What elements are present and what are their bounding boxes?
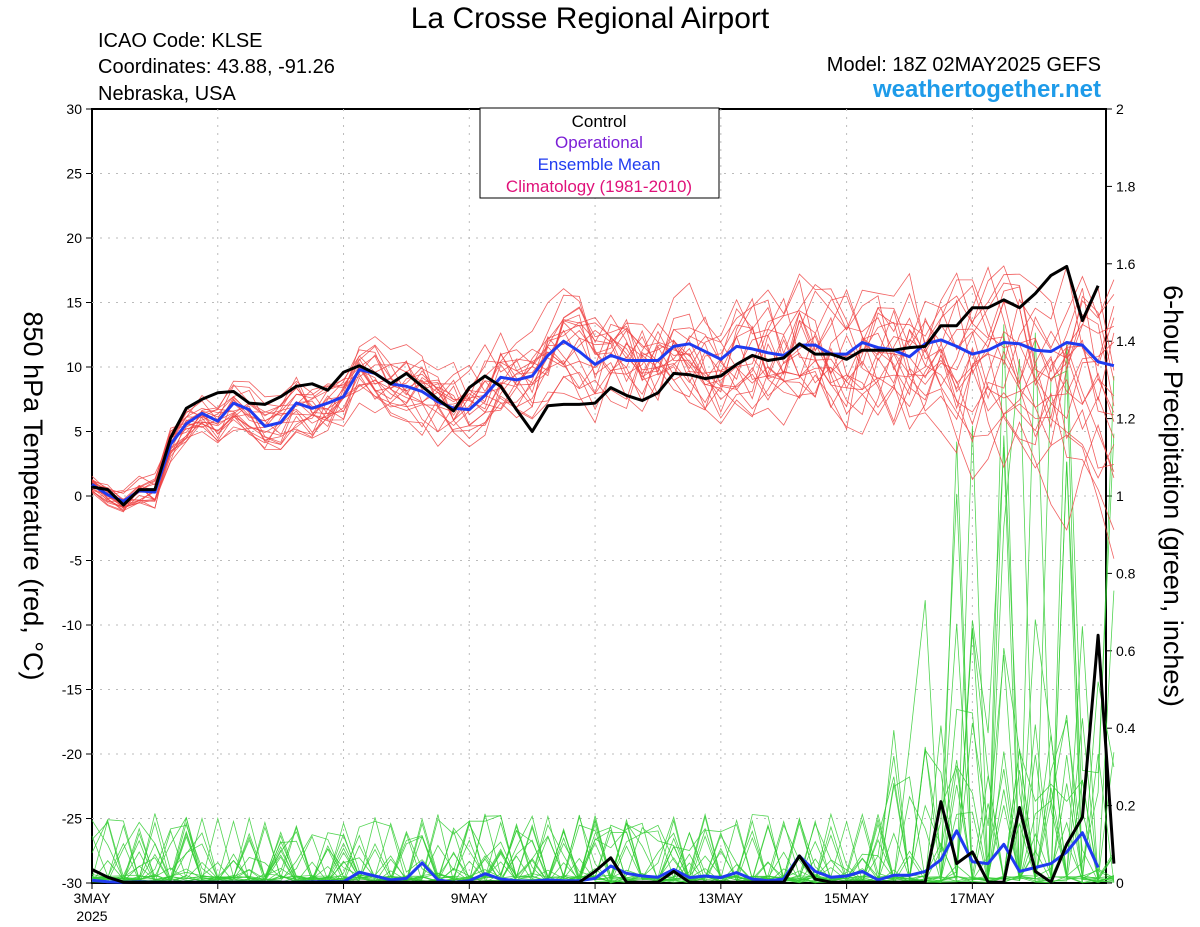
precip-member-line	[91, 718, 1114, 884]
temp-member-line	[91, 279, 1114, 501]
y2-tick-label: 1.8	[1116, 178, 1136, 194]
x-tick-label: 3MAY	[73, 890, 111, 906]
y2-tick-label: 1.2	[1116, 411, 1136, 427]
precip-member-line	[91, 358, 1114, 884]
temperature-ensemble-members	[91, 265, 1115, 559]
precip-member-line	[91, 681, 1115, 884]
y2-tick-label: 0.8	[1116, 565, 1136, 581]
y2-tick-label: 2	[1116, 101, 1124, 117]
legend-ensemble-mean: Ensemble Mean	[538, 155, 661, 174]
y-tick-label: 15	[66, 295, 82, 311]
precip-member-line	[91, 759, 1115, 884]
icao-code: ICAO Code: KLSE	[98, 30, 263, 52]
temp-member-line	[91, 275, 1115, 493]
model-run: Model: 18Z 02MAY2025 GEFS	[827, 54, 1101, 76]
y-tick-label: 20	[66, 230, 82, 246]
y-tick-label: 10	[66, 359, 82, 375]
y-axis-title: 850 hPa Temperature (red, °C)	[18, 312, 48, 681]
y-tick-label: 0	[74, 488, 82, 504]
main-series-lines	[91, 264, 1116, 884]
y2-tick-label: 1	[1116, 488, 1124, 504]
y-tick-label: -5	[70, 553, 83, 569]
coordinates: Coordinates: 43.88, -91.26	[98, 56, 335, 78]
precip-member-line	[91, 719, 1114, 884]
chart-title: La Crosse Regional Airport	[411, 2, 770, 35]
temp-member-line	[91, 306, 1115, 508]
y-tick-label: -25	[62, 811, 82, 827]
precip-member-line	[91, 341, 1115, 884]
site-link[interactable]: weathertogether.net	[872, 76, 1101, 103]
y2-tick-label: 1.6	[1116, 256, 1136, 272]
y-tick-label: -20	[62, 746, 82, 762]
legend-operational: Operational	[555, 133, 643, 152]
y2-tick-label: 0.4	[1116, 720, 1136, 736]
legend-climatology: Climatology (1981-2010)	[506, 177, 692, 196]
y-tick-label: -10	[62, 617, 82, 633]
control-precip-line	[91, 633, 1116, 884]
y2-axis-title: 6-hour Precipitation (green, inches)	[1158, 285, 1188, 707]
temp-member-line	[91, 299, 1115, 504]
grid-layer	[86, 108, 1112, 889]
y2-tick-label: 0	[1116, 875, 1124, 891]
temp-member-line	[91, 324, 1115, 531]
axis-tick-labels: 302520151050-5-10-15-20-25-3021.81.61.41…	[62, 101, 1136, 924]
x-tick-label: 5MAY	[199, 890, 237, 906]
y-tick-label: -15	[62, 682, 82, 698]
x-tick-year: 2025	[76, 908, 107, 924]
y-tick-label: 5	[74, 424, 82, 440]
temp-member-line	[91, 297, 1115, 506]
y-tick-label: 30	[66, 101, 82, 117]
temp-member-line	[91, 307, 1115, 530]
temp-member-line	[91, 265, 1115, 511]
temp-member-line	[91, 266, 1115, 496]
y2-tick-label: 0.2	[1116, 798, 1136, 814]
temp-member-line	[91, 324, 1115, 510]
temp-member-line	[91, 290, 1114, 494]
x-tick-label: 13MAY	[698, 890, 744, 906]
region: Nebraska, USA	[98, 83, 236, 105]
control-temp-line	[91, 264, 1100, 507]
legend-box	[479, 107, 720, 199]
precip-member-line	[91, 446, 1114, 884]
x-tick-label: 7MAY	[325, 890, 363, 906]
temp-member-line	[91, 279, 1115, 559]
precip-ensemble-members	[91, 324, 1115, 884]
x-tick-label: 15MAY	[824, 890, 870, 906]
legend-control: Control	[572, 112, 627, 131]
x-tick-label: 9MAY	[451, 890, 489, 906]
x-tick-label: 11MAY	[573, 890, 617, 906]
y-tick-label: 25	[66, 166, 82, 182]
y2-tick-label: 0.6	[1116, 643, 1136, 659]
x-tick-label: 17MAY	[950, 890, 996, 906]
y2-tick-label: 1.4	[1116, 333, 1136, 349]
temp-member-line	[91, 266, 1115, 505]
y-tick-label: -30	[62, 875, 82, 891]
temp-member-line	[91, 285, 1115, 505]
mean-temp-line	[91, 338, 1115, 503]
